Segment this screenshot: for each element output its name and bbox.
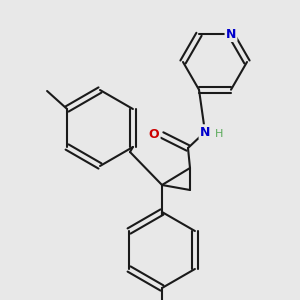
Text: H: H — [215, 129, 223, 139]
Text: N: N — [226, 28, 236, 41]
Text: O: O — [149, 128, 159, 142]
Text: N: N — [200, 125, 210, 139]
